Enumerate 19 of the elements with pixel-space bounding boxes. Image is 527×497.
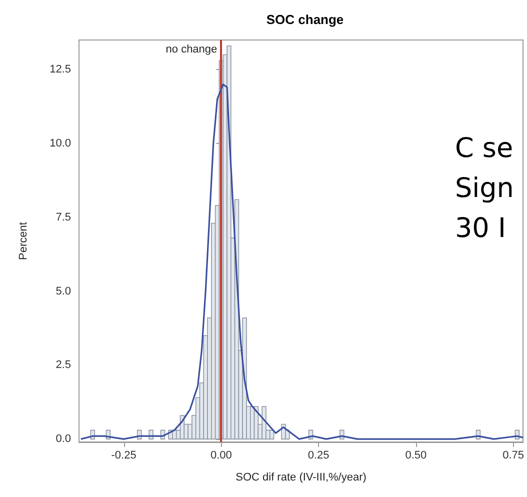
line-series	[80, 84, 524, 440]
annotation: 30 I	[455, 213, 506, 244]
y-tick-label: 12.5	[50, 64, 71, 76]
y-axis-title: Percent	[18, 222, 30, 260]
x-tick-label: -0.25	[111, 450, 136, 462]
y-tick-label: 2.5	[56, 359, 71, 372]
y-tick-label: 0.0	[56, 433, 71, 446]
x-axis-title: SOC dif rate (IV-III,%/year)	[236, 472, 366, 484]
annotation: Sign	[455, 173, 514, 204]
y-tick-label: 7.5	[56, 211, 71, 224]
chart-title: SOC change	[266, 12, 344, 27]
x-tick-label: 0.25	[308, 450, 330, 462]
y-tick-label: 10.0	[50, 137, 71, 150]
annotation: C se	[455, 133, 514, 164]
x-tick-label: 0.00	[210, 450, 232, 462]
ref-line-label: no change	[166, 44, 218, 56]
x-tick-label: 0.75	[502, 450, 524, 462]
y-tick-label: 5.0	[56, 285, 71, 298]
x-tick-label: 0.50	[405, 450, 427, 462]
